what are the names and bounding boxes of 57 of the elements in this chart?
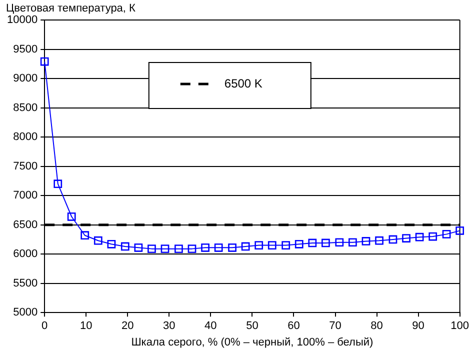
legend-label: 6500 K [224,76,262,90]
point [148,244,156,253]
x-axis-title: Шкала серого, % (0% – черный, 100% – белый) [131,336,374,348]
point [107,240,116,248]
point [228,243,236,252]
y-tick-label: 7000 [13,190,38,202]
point [402,234,410,242]
point [80,231,90,240]
point [94,236,102,245]
x-tick-label: 90 [412,320,424,332]
x-tick-label: 30 [163,320,176,332]
point [67,212,76,221]
x-tick-label: 20 [122,320,134,332]
y-tick-label: 9000 [13,72,38,85]
point [134,243,143,252]
point [362,237,370,246]
point [160,244,170,253]
point [294,240,304,248]
y-axis-title: Цветовая температура, К [6,2,136,15]
y-tick-label: 10000 [6,14,38,26]
x-tick-label: 100 [450,320,470,332]
point [415,232,424,242]
x-tick-label: 10 [80,320,92,332]
point [201,243,210,252]
point [282,241,290,250]
y-tick-label: 7500 [13,160,38,172]
x-tick-label: 40 [204,320,217,332]
x-tick-label: 80 [370,320,383,332]
point [428,232,438,241]
y-tick-label: 8500 [13,102,38,114]
x-tick-label: 70 [329,320,342,332]
point [268,241,276,250]
point [40,57,49,66]
point [322,238,330,248]
point [456,226,464,235]
y-tick-label: 6000 [13,248,38,260]
x-tick-label: 0 [42,320,48,332]
point [120,242,130,251]
y-tick-label: 5000 [13,306,38,319]
point [388,235,398,244]
point [335,238,344,247]
point [348,238,357,247]
y-tick-label: 9500 [13,43,38,56]
x-tick-label: 60 [288,320,300,332]
point [188,244,196,253]
y-tick-label: 6500 [13,218,38,231]
point [174,244,183,253]
point [308,238,317,248]
point [254,241,264,250]
point [375,236,384,245]
point [241,242,250,251]
x-tick-label: 50 [246,320,258,332]
point [54,180,62,188]
point [214,243,223,252]
point [442,230,451,238]
y-tick-label: 8000 [13,131,38,144]
y-tick-label: 5500 [13,277,38,290]
